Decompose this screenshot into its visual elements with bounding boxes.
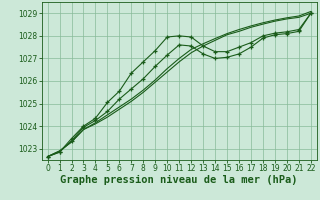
X-axis label: Graphe pression niveau de la mer (hPa): Graphe pression niveau de la mer (hPa) bbox=[60, 175, 298, 185]
